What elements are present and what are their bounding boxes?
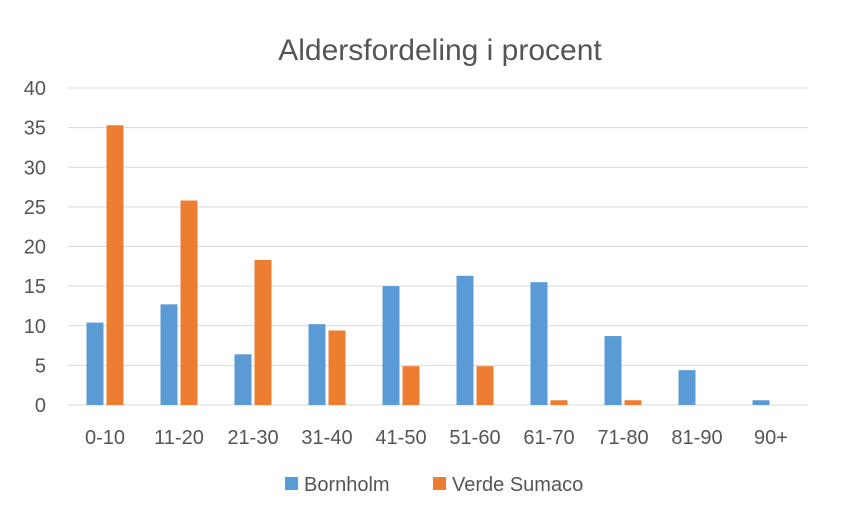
y-tick-label: 0 — [35, 395, 46, 417]
bar-bornholm — [308, 324, 326, 405]
x-tick-label: 61-70 — [523, 427, 574, 449]
y-tick-label: 10 — [24, 316, 46, 338]
chart-title: Aldersfordeling i procent — [278, 34, 602, 67]
bar-bornholm — [86, 322, 104, 405]
x-tick-label: 0-10 — [85, 427, 125, 449]
bars — [86, 125, 770, 405]
bar-bornholm — [160, 304, 178, 405]
bar-bornholm — [234, 354, 252, 405]
bar-verde-sumaco — [106, 125, 124, 405]
x-tick-label: 81-90 — [671, 427, 722, 449]
x-tick-label: 31-40 — [301, 427, 352, 449]
y-tick-label: 15 — [24, 276, 46, 298]
legend-swatch — [285, 477, 298, 490]
x-tick-label: 51-60 — [449, 427, 500, 449]
legend: Bornholm Verde Sumaco — [285, 474, 583, 496]
bar-bornholm — [456, 275, 474, 405]
y-tick-label: 40 — [24, 78, 46, 100]
bar-verde-sumaco — [402, 366, 420, 405]
bar-bornholm — [752, 400, 770, 405]
y-tick-label: 25 — [24, 197, 46, 219]
y-tick-label: 30 — [24, 157, 46, 179]
bar-verde-sumaco — [254, 259, 272, 405]
x-tick-label: 21-30 — [227, 427, 278, 449]
legend-label: Verde Sumaco — [452, 474, 583, 496]
gridlines — [68, 87, 808, 406]
y-tick-label: 20 — [24, 237, 46, 259]
x-tick-label: 90+ — [754, 427, 788, 449]
x-tick-label: 71-80 — [597, 427, 648, 449]
x-tick-label: 41-50 — [375, 427, 426, 449]
bar-verde-sumaco — [624, 400, 642, 405]
bar-verde-sumaco — [180, 200, 198, 405]
bar-verde-sumaco — [328, 330, 346, 405]
y-tick-label: 5 — [35, 355, 46, 377]
bar-verde-sumaco — [550, 400, 568, 405]
x-axis: 0-10 11-20 21-30 31-40 41-50 51-60 61-70 71-80 8… — [85, 427, 788, 449]
y-tick-label: 35 — [24, 118, 46, 140]
bar-bornholm — [678, 370, 696, 405]
y-axis: 0 5 10 15 20 25 30 35 40 — [24, 78, 46, 417]
bar-bornholm — [604, 336, 622, 405]
bar-verde-sumaco — [476, 366, 494, 405]
x-tick-label: 11-20 — [154, 427, 204, 449]
bar-bornholm — [382, 286, 400, 405]
legend-label: Bornholm — [304, 474, 390, 496]
legend-swatch — [433, 477, 446, 490]
bar-bornholm — [530, 282, 548, 405]
